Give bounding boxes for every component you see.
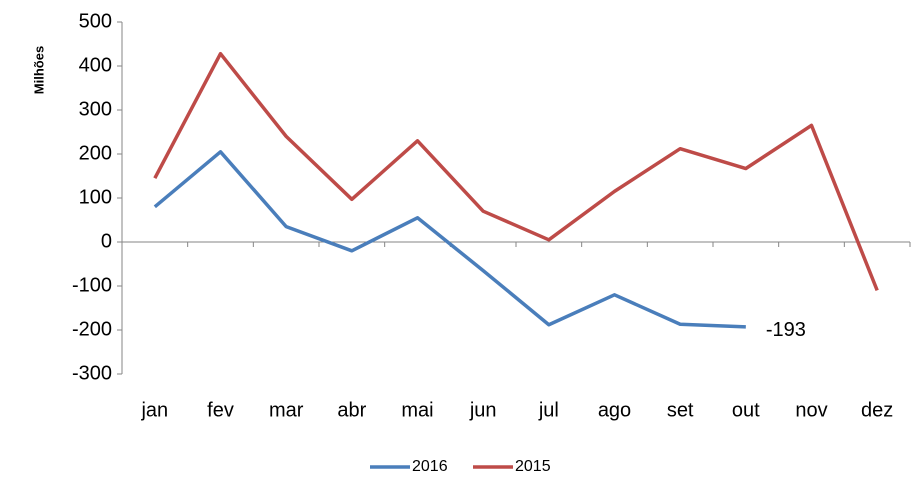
y-tick-label: 400 bbox=[79, 54, 112, 76]
y-tick-label: -300 bbox=[72, 362, 112, 384]
series-line bbox=[153, 51, 879, 292]
legend-label: 2015 bbox=[515, 458, 551, 475]
x-tick-label: out bbox=[732, 399, 760, 421]
x-tick-label: abr bbox=[337, 399, 366, 421]
x-tick-label: nov bbox=[795, 399, 827, 421]
y-tick-label: -100 bbox=[72, 274, 112, 296]
y-tick-label: 200 bbox=[79, 142, 112, 164]
x-tick-label: dez bbox=[861, 399, 893, 421]
series-line bbox=[153, 150, 746, 329]
y-tick-label: -200 bbox=[72, 318, 112, 340]
y-axis-label: Milhões bbox=[31, 46, 46, 94]
data-label: -193 bbox=[766, 319, 806, 341]
x-tick-label: jan bbox=[140, 399, 168, 421]
x-tick-label: set bbox=[667, 399, 694, 421]
x-tick-label: jul bbox=[538, 399, 559, 421]
y-tick-label: 0 bbox=[101, 230, 112, 252]
y-tick-label: 300 bbox=[79, 98, 112, 120]
legend-label: 2016 bbox=[412, 458, 448, 475]
y-tick-label: 100 bbox=[79, 186, 112, 208]
x-tick-label: ago bbox=[598, 399, 631, 421]
y-tick-label: 500 bbox=[79, 10, 112, 32]
x-tick-label: jun bbox=[469, 399, 497, 421]
x-tick-label: mai bbox=[401, 399, 433, 421]
x-tick-label: mar bbox=[269, 399, 304, 421]
x-tick-label: fev bbox=[207, 399, 234, 421]
